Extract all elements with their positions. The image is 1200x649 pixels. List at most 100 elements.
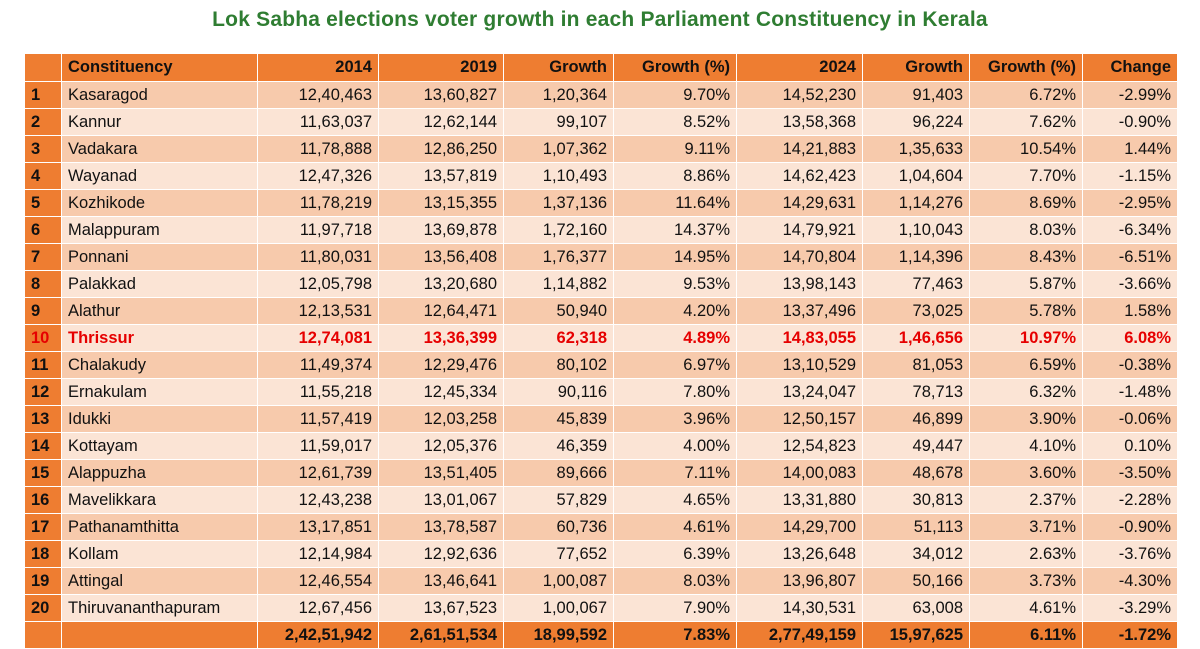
growth-pct-2019: 7.80% xyxy=(613,378,737,406)
growth-pct-2024: 3.90% xyxy=(969,405,1083,433)
voters-2024: 12,50,157 xyxy=(736,405,863,433)
voters-2019: 13,51,405 xyxy=(378,459,504,487)
growth-2019: 89,666 xyxy=(503,459,614,487)
row-index: 12 xyxy=(24,378,62,406)
change: -3.50% xyxy=(1082,459,1178,487)
voters-2019: 12,29,476 xyxy=(378,351,504,379)
growth-2019: 1,00,067 xyxy=(503,594,614,622)
table-row: 3 Vadakara 11,78,888 12,86,250 1,07,362 9.11%… xyxy=(24,135,1178,163)
voters-2014: 12,05,798 xyxy=(257,270,379,298)
constituency-name: Attingal xyxy=(61,567,258,595)
growth-2019: 50,940 xyxy=(503,297,614,325)
voters-2024: 12,54,823 xyxy=(736,432,863,460)
constituency-name: Kasaragod xyxy=(61,81,258,109)
header-2024: 2024 xyxy=(736,53,863,82)
growth-2024: 49,447 xyxy=(862,432,970,460)
growth-2024: 51,113 xyxy=(862,513,970,541)
page-title: Lok Sabha elections voter growth in each… xyxy=(212,8,988,31)
growth-2024: 73,025 xyxy=(862,297,970,325)
row-index: 15 xyxy=(24,459,62,487)
constituency-name: Palakkad xyxy=(61,270,258,298)
growth-2024: 1,04,604 xyxy=(862,162,970,190)
header-growth-pct-2019: Growth (%) xyxy=(613,53,737,82)
growth-pct-2019: 8.03% xyxy=(613,567,737,595)
growth-2024: 30,813 xyxy=(862,486,970,514)
growth-2019: 1,00,087 xyxy=(503,567,614,595)
growth-pct-2019: 8.52% xyxy=(613,108,737,136)
growth-pct-2024: 10.97% xyxy=(969,324,1083,352)
growth-pct-2024: 2.63% xyxy=(969,540,1083,568)
row-index: 4 xyxy=(24,162,62,190)
voters-2019: 13,78,587 xyxy=(378,513,504,541)
voters-2014: 11,97,718 xyxy=(257,216,379,244)
row-index: 8 xyxy=(24,270,62,298)
growth-pct-2024: 5.87% xyxy=(969,270,1083,298)
constituency-name: Chalakudy xyxy=(61,351,258,379)
growth-2024: 78,713 xyxy=(862,378,970,406)
growth-2019: 80,102 xyxy=(503,351,614,379)
growth-2019: 99,107 xyxy=(503,108,614,136)
table-row: 19 Attingal 12,46,554 13,46,641 1,00,087 8.03… xyxy=(24,567,1178,595)
row-index: 1 xyxy=(24,81,62,109)
voters-2019: 12,64,471 xyxy=(378,297,504,325)
row-index: 16 xyxy=(24,486,62,514)
voters-2024: 14,00,083 xyxy=(736,459,863,487)
voters-2019: 12,92,636 xyxy=(378,540,504,568)
total-2014: 2,42,51,942 xyxy=(257,621,379,649)
voters-2024: 13,37,496 xyxy=(736,297,863,325)
voters-2019: 12,45,334 xyxy=(378,378,504,406)
voters-2024: 14,83,055 xyxy=(736,324,863,352)
growth-pct-2024: 2.37% xyxy=(969,486,1083,514)
header-growth-2024: Growth xyxy=(862,53,970,82)
change: -6.34% xyxy=(1082,216,1178,244)
table-row: 20 Thiruvananthapuram 12,67,456 13,67,523 1,… xyxy=(24,594,1178,622)
growth-2019: 90,116 xyxy=(503,378,614,406)
voters-2014: 11,55,218 xyxy=(257,378,379,406)
growth-2024: 77,463 xyxy=(862,270,970,298)
growth-2019: 1,76,377 xyxy=(503,243,614,271)
growth-2019: 1,37,136 xyxy=(503,189,614,217)
voters-2014: 11,57,419 xyxy=(257,405,379,433)
total-index xyxy=(24,621,62,649)
header-growth-2019: Growth xyxy=(503,53,614,82)
change: -2.99% xyxy=(1082,81,1178,109)
growth-pct-2024: 3.71% xyxy=(969,513,1083,541)
voters-2019: 12,62,144 xyxy=(378,108,504,136)
table-header-row: Constituency 2014 2019 Growth Growth (%)… xyxy=(24,53,1178,82)
growth-pct-2019: 9.11% xyxy=(613,135,737,163)
voters-2024: 14,21,883 xyxy=(736,135,863,163)
voters-2019: 12,05,376 xyxy=(378,432,504,460)
change: -6.51% xyxy=(1082,243,1178,271)
voters-2014: 11,63,037 xyxy=(257,108,379,136)
total-2024: 2,77,49,159 xyxy=(736,621,863,649)
row-index: 13 xyxy=(24,405,62,433)
voters-2019: 13,01,067 xyxy=(378,486,504,514)
growth-pct-2019: 4.00% xyxy=(613,432,737,460)
voters-2014: 12,46,554 xyxy=(257,567,379,595)
row-index: 10 xyxy=(24,324,62,352)
growth-2024: 50,166 xyxy=(862,567,970,595)
row-index: 14 xyxy=(24,432,62,460)
row-index: 18 xyxy=(24,540,62,568)
row-index: 17 xyxy=(24,513,62,541)
header-growth-pct-2024: Growth (%) xyxy=(969,53,1083,82)
voters-2019: 13,36,399 xyxy=(378,324,504,352)
header-constituency: Constituency xyxy=(61,53,258,82)
change: -0.38% xyxy=(1082,351,1178,379)
constituency-name: Thiruvananthapuram xyxy=(61,594,258,622)
voters-2014: 12,47,326 xyxy=(257,162,379,190)
growth-pct-2019: 4.65% xyxy=(613,486,737,514)
growth-2024: 48,678 xyxy=(862,459,970,487)
table-body: 1 Kasaragod 12,40,463 13,60,827 1,20,364 9.70… xyxy=(24,81,1178,622)
change: -3.76% xyxy=(1082,540,1178,568)
change: -3.29% xyxy=(1082,594,1178,622)
voters-2024: 13,31,880 xyxy=(736,486,863,514)
growth-2024: 91,403 xyxy=(862,81,970,109)
change: -1.15% xyxy=(1082,162,1178,190)
constituency-name: Kollam xyxy=(61,540,258,568)
growth-pct-2024: 7.70% xyxy=(969,162,1083,190)
change: -2.95% xyxy=(1082,189,1178,217)
voters-2024: 13,24,047 xyxy=(736,378,863,406)
growth-pct-2019: 6.97% xyxy=(613,351,737,379)
growth-pct-2024: 8.43% xyxy=(969,243,1083,271)
